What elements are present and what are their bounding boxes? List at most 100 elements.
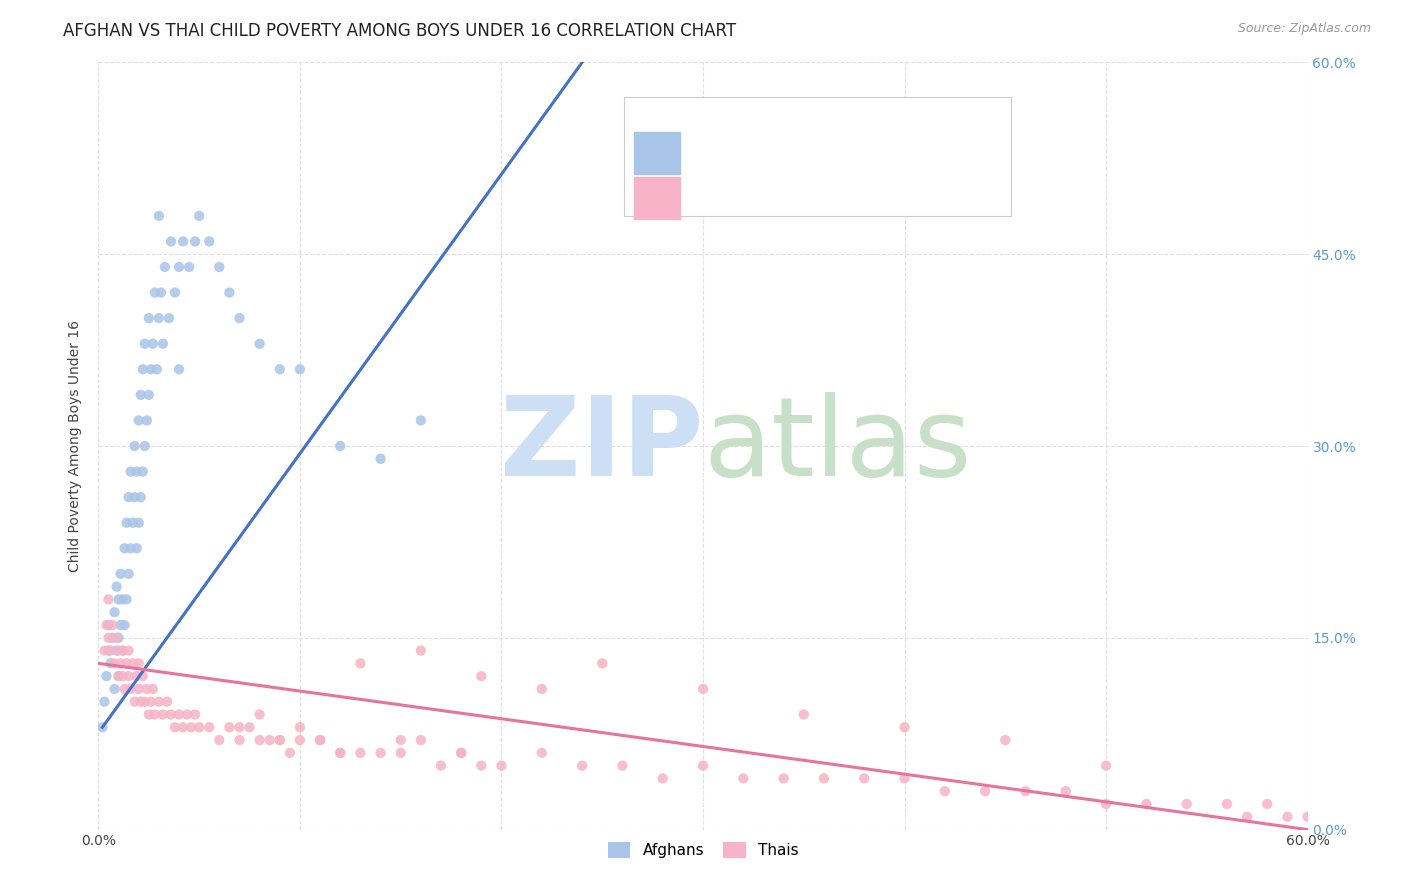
- Point: [128, 516, 150, 530]
- Point: [121, 657, 143, 671]
- Point: [370, 746, 392, 760]
- Point: [132, 465, 155, 479]
- Point: [278, 746, 301, 760]
- Point: [389, 733, 412, 747]
- FancyBboxPatch shape: [634, 177, 681, 219]
- Point: [288, 733, 311, 747]
- Point: [188, 209, 211, 223]
- Point: [259, 733, 281, 747]
- Point: [139, 362, 162, 376]
- Point: [100, 643, 122, 657]
- FancyBboxPatch shape: [624, 97, 1011, 216]
- Point: [148, 209, 170, 223]
- Point: [288, 362, 311, 376]
- Point: [103, 605, 125, 619]
- Point: [172, 720, 194, 734]
- Point: [491, 758, 513, 772]
- Point: [111, 669, 134, 683]
- Point: [651, 772, 673, 786]
- Point: [111, 643, 134, 657]
- Point: [167, 707, 190, 722]
- Point: [269, 733, 291, 747]
- Point: [143, 285, 166, 300]
- Point: [198, 235, 221, 249]
- Point: [91, 720, 114, 734]
- Point: [107, 592, 129, 607]
- Point: [772, 772, 794, 786]
- Point: [571, 758, 593, 772]
- Point: [124, 439, 146, 453]
- Point: [198, 720, 221, 734]
- Point: [139, 695, 162, 709]
- Point: [120, 681, 142, 696]
- Point: [146, 362, 169, 376]
- Text: AFGHAN VS THAI CHILD POVERTY AMONG BOYS UNDER 16 CORRELATION CHART: AFGHAN VS THAI CHILD POVERTY AMONG BOYS …: [63, 22, 737, 40]
- Point: [97, 592, 120, 607]
- Point: [138, 311, 160, 326]
- Point: [1014, 784, 1036, 798]
- Legend: Afghans, Thais: Afghans, Thais: [602, 836, 804, 864]
- Point: [135, 681, 157, 696]
- Point: [114, 618, 136, 632]
- Point: [138, 707, 160, 722]
- Point: [179, 260, 201, 274]
- Point: [105, 580, 128, 594]
- Point: [124, 490, 146, 504]
- Point: [1236, 810, 1258, 824]
- Point: [329, 439, 352, 453]
- Text: R =  0.519   N =  70: R = 0.519 N = 70: [695, 144, 876, 161]
- FancyBboxPatch shape: [634, 132, 681, 174]
- Point: [309, 733, 332, 747]
- Point: [100, 657, 122, 671]
- Point: [120, 465, 142, 479]
- Point: [591, 657, 613, 671]
- Point: [288, 720, 311, 734]
- Point: [470, 758, 492, 772]
- Point: [329, 746, 352, 760]
- Point: [329, 746, 352, 760]
- Point: [101, 618, 124, 632]
- Point: [129, 695, 152, 709]
- Point: [153, 260, 176, 274]
- Point: [107, 669, 129, 683]
- Point: [228, 311, 250, 326]
- Point: [118, 566, 141, 581]
- Point: [128, 657, 150, 671]
- Point: [184, 235, 207, 249]
- Point: [142, 681, 165, 696]
- Point: [114, 681, 136, 696]
- Point: [110, 618, 132, 632]
- Point: [148, 695, 170, 709]
- Point: [152, 707, 174, 722]
- Point: [309, 733, 332, 747]
- Point: [129, 490, 152, 504]
- Point: [115, 657, 138, 671]
- Point: [128, 413, 150, 427]
- Point: [218, 720, 240, 734]
- Point: [172, 235, 194, 249]
- Point: [163, 285, 186, 300]
- Point: [208, 260, 231, 274]
- Point: [218, 285, 240, 300]
- Point: [692, 758, 714, 772]
- Point: [1095, 797, 1118, 811]
- Point: [135, 413, 157, 427]
- Point: [813, 772, 835, 786]
- Point: [118, 643, 141, 657]
- Point: [128, 681, 150, 696]
- Point: [228, 720, 250, 734]
- Point: [142, 336, 165, 351]
- Point: [152, 336, 174, 351]
- Point: [389, 746, 412, 760]
- Point: [974, 784, 997, 798]
- Point: [349, 657, 371, 671]
- Point: [853, 772, 876, 786]
- Point: [370, 451, 392, 466]
- Point: [125, 669, 148, 683]
- Text: ZIP: ZIP: [499, 392, 703, 500]
- Point: [409, 733, 432, 747]
- Point: [430, 758, 453, 772]
- Y-axis label: Child Poverty Among Boys Under 16: Child Poverty Among Boys Under 16: [69, 320, 83, 572]
- Point: [349, 746, 371, 760]
- Point: [530, 681, 553, 696]
